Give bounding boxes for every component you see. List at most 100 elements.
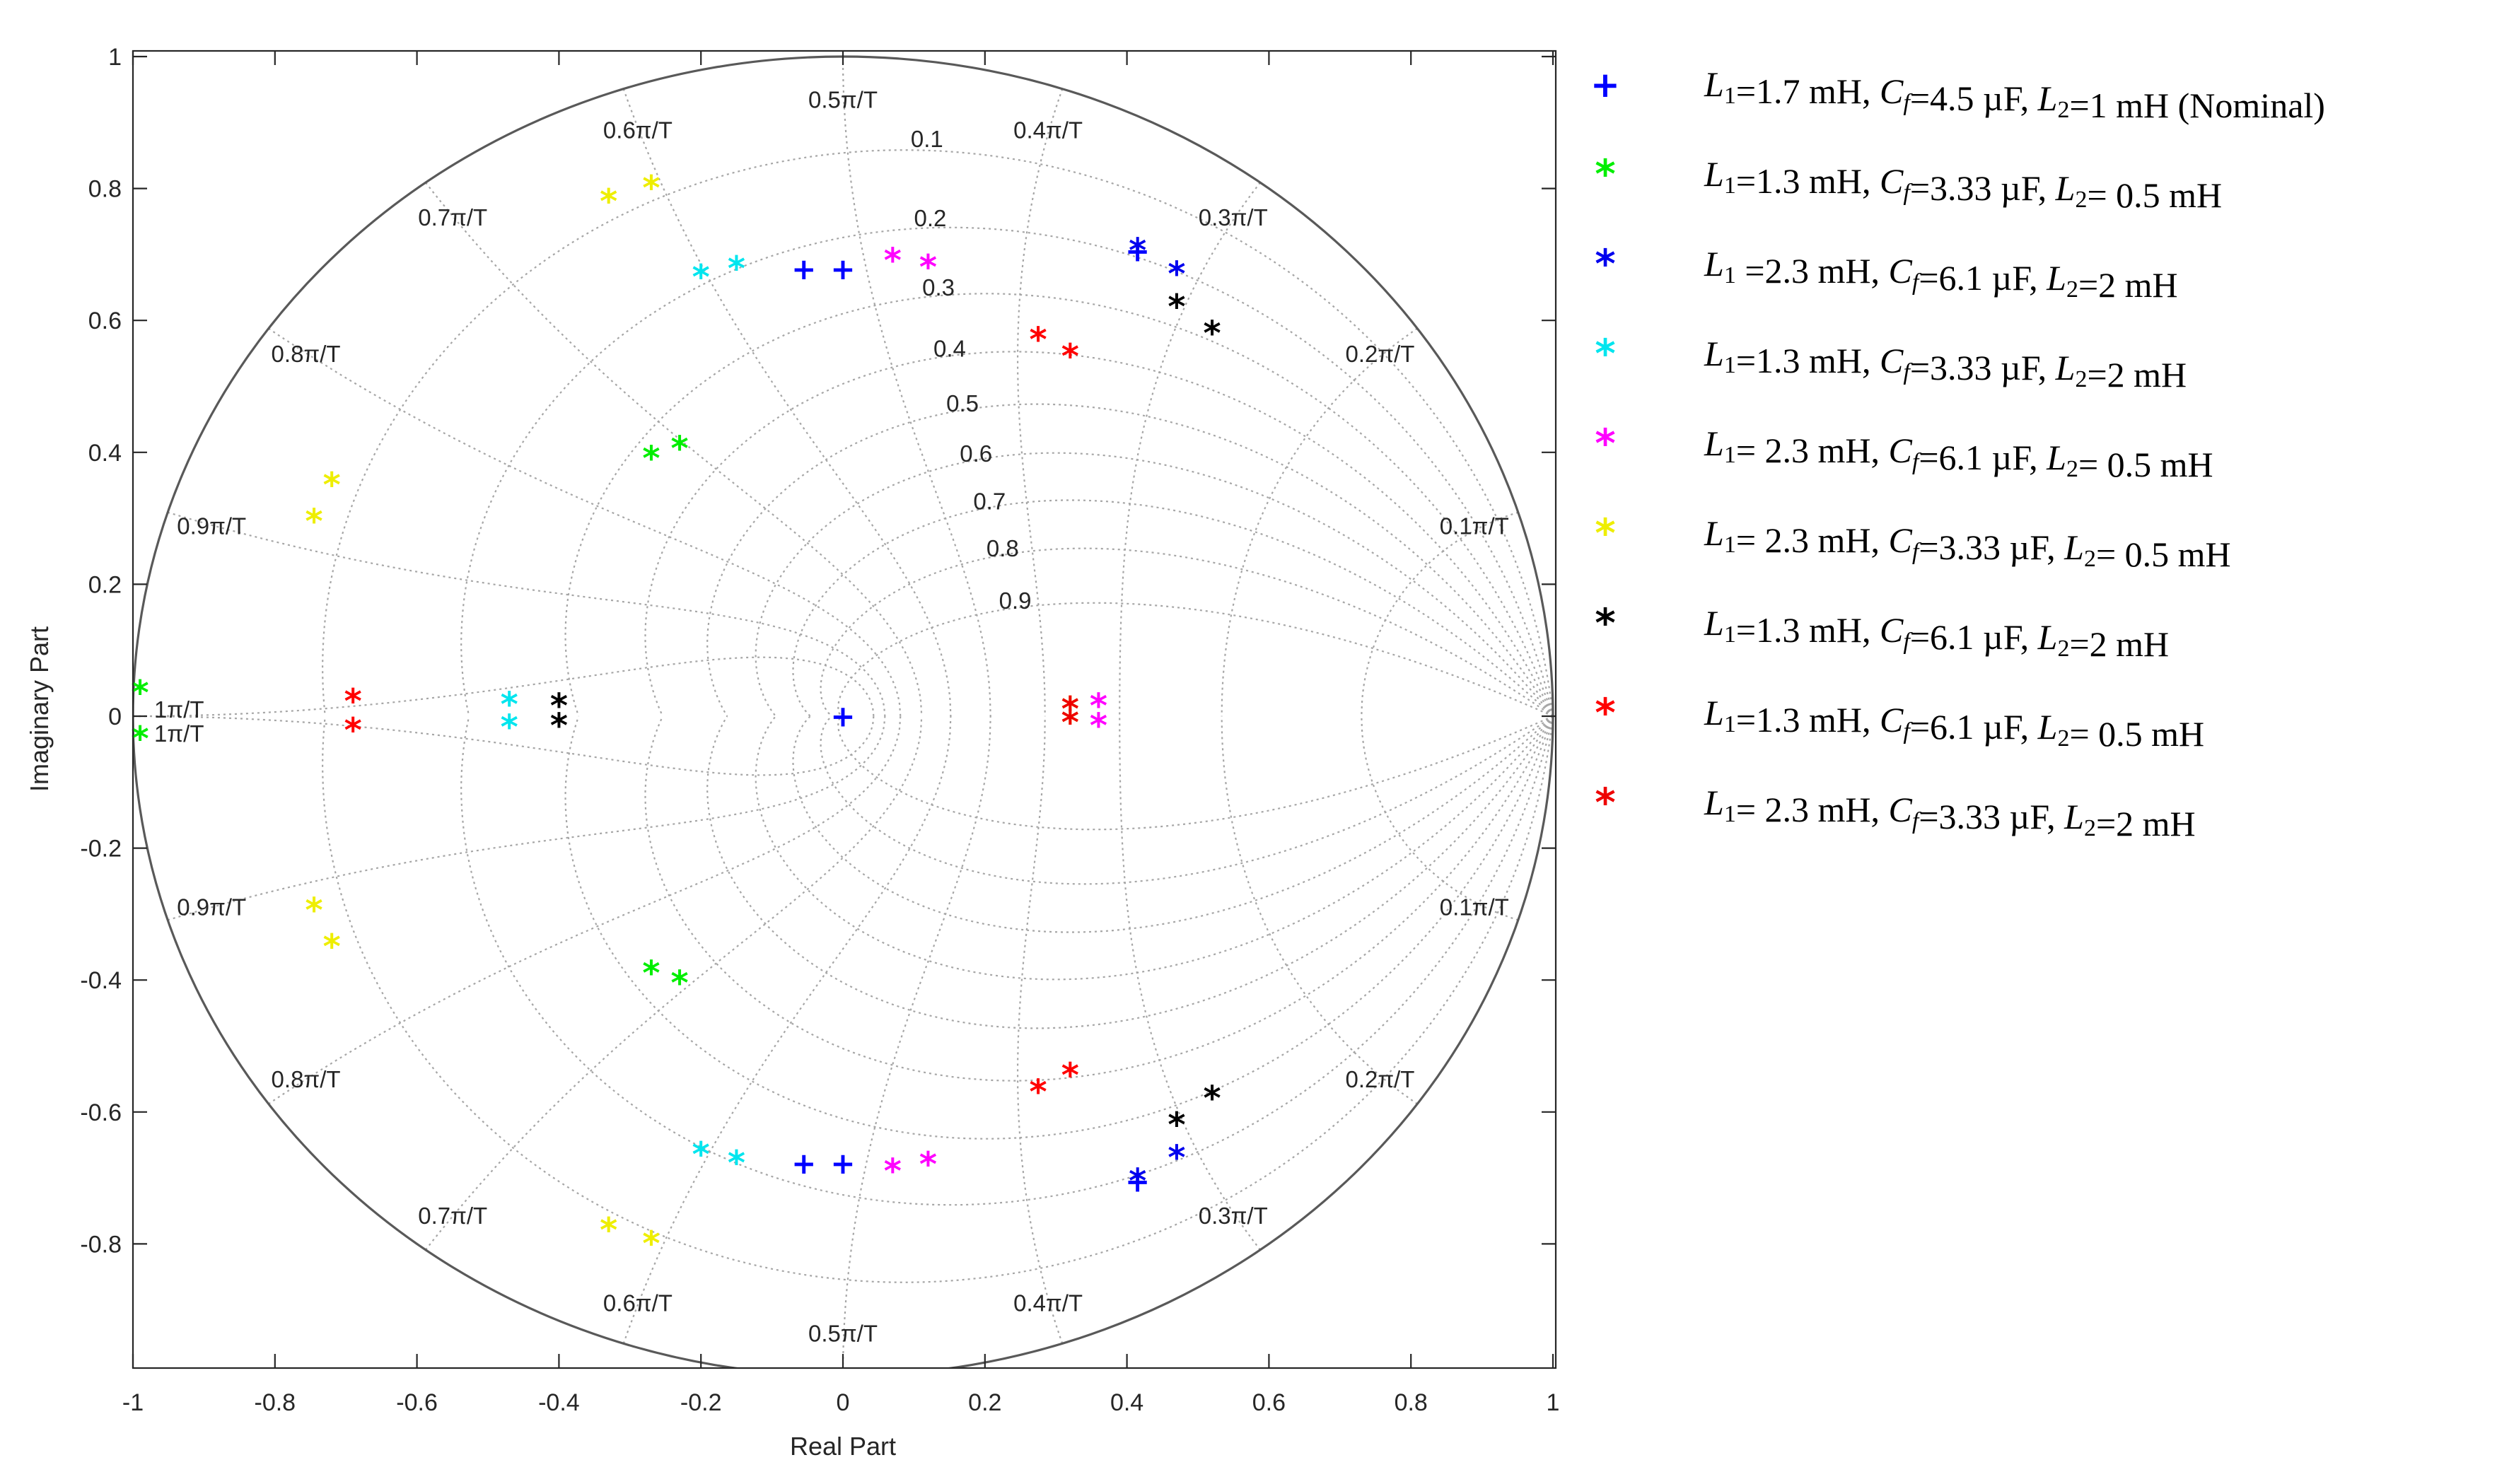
- frequency-curve: [622, 88, 952, 717]
- damping-curve: [644, 715, 1554, 1082]
- pole-marker: *: [344, 711, 362, 751]
- legend-entry: L1= 2.3 mH, Cf=3.33 µF, L2=2 mH: [1704, 783, 2196, 843]
- pole-marker: *: [1061, 1056, 1079, 1095]
- frequency-curve: [1017, 88, 1064, 717]
- grid-labels: 0.1 0.2 0.3 0.4 0.5 0.6 0.7 0.8 0.9 0.1π/T 0.1π/T 0…: [154, 87, 1509, 1347]
- frequency-curve: [1017, 715, 1064, 1344]
- pole-marker: *: [1129, 231, 1146, 271]
- legend-marker: *: [1595, 691, 1615, 737]
- damping-curve: [460, 226, 1554, 717]
- pole-marker: *: [1204, 314, 1221, 354]
- pole-marker: *: [919, 248, 937, 288]
- legend-entry: L1=1.3 mH, Cf=6.1 µF, L2=2 mH: [1704, 603, 2169, 664]
- pole-marker: *: [323, 465, 341, 505]
- y-tick-label: 0.8: [88, 176, 122, 203]
- damping-label: 0.2: [914, 205, 946, 231]
- pole-marker: *: [692, 258, 710, 298]
- damping-curve: [706, 715, 1554, 1029]
- pole-markers: +++++++*********************************…: [131, 169, 1221, 1264]
- x-tick-label: -0.6: [396, 1389, 438, 1416]
- y-tick-label: 0: [108, 703, 122, 730]
- pole-marker: *: [728, 1144, 745, 1184]
- pole-marker: +: [830, 252, 855, 286]
- legend-marker: *: [1595, 332, 1615, 378]
- pole-marker: *: [1061, 337, 1079, 377]
- legend-marker: +: [1590, 64, 1620, 105]
- legend-entry: L1=1.3 mH, Cf=3.33 µF, L2= 0.5 mH: [1704, 154, 2222, 215]
- pole-marker: +: [830, 1146, 855, 1181]
- frequency-label: 0.4π/T: [1013, 1290, 1083, 1316]
- pole-marker: *: [1168, 1138, 1185, 1178]
- frequency-curve: [622, 715, 952, 1344]
- legend-marker: *: [1595, 511, 1615, 557]
- frequency-curve: [133, 656, 875, 718]
- x-tick-label: 0.2: [968, 1389, 1001, 1416]
- frequency-curve: [425, 182, 923, 717]
- pole-marker: *: [1168, 255, 1185, 294]
- pole-marker: *: [1204, 1079, 1221, 1118]
- pole-marker: *: [1090, 687, 1107, 726]
- frequency-label: 0.9π/T: [177, 513, 246, 539]
- damping-curve: [460, 715, 1554, 1206]
- y-tick-label: 1: [108, 44, 122, 71]
- damping-label: 0.1: [911, 126, 943, 152]
- pole-marker: *: [728, 249, 745, 288]
- pole-marker: *: [642, 1224, 660, 1263]
- frequency-curve: [167, 511, 886, 717]
- pole-marker: *: [642, 169, 660, 209]
- pole-marker: *: [1090, 706, 1107, 746]
- pole-marker: *: [131, 673, 149, 713]
- damping-curve: [820, 715, 1554, 885]
- legend-entry: L1= 2.3 mH, Cf=3.33 µF, L2= 0.5 mH: [1704, 513, 2231, 574]
- pole-marker: *: [1168, 288, 1185, 327]
- damping-curve: [644, 351, 1554, 717]
- pole-marker: *: [501, 685, 518, 725]
- damping-curve: [792, 715, 1554, 933]
- pole-marker: *: [600, 182, 617, 221]
- frequency-label: 0.3π/T: [1199, 204, 1268, 230]
- frequency-label: 0.7π/T: [418, 1203, 487, 1229]
- pole-marker: *: [884, 1152, 902, 1191]
- y-tick-label: 0.6: [88, 308, 122, 334]
- frequency-label: 0.6π/T: [603, 1290, 673, 1316]
- frequency-label: 0.8π/T: [272, 1066, 341, 1092]
- pole-marker: *: [131, 720, 149, 759]
- frequency-label: 0.6π/T: [603, 117, 673, 143]
- frequency-label: 0.1π/T: [1440, 513, 1509, 539]
- damping-label: 0.7: [973, 488, 1006, 514]
- pole-marker: *: [642, 439, 660, 479]
- x-tick-label: 0.4: [1110, 1389, 1143, 1416]
- frequency-curve: [842, 57, 991, 717]
- pole-marker: *: [671, 964, 689, 1003]
- pole-marker: *: [323, 928, 341, 967]
- pole-marker: *: [642, 954, 660, 993]
- legend-marker: *: [1595, 242, 1615, 288]
- y-tick-label: 0.4: [88, 440, 122, 467]
- x-tick-label: -0.8: [255, 1389, 296, 1416]
- y-tick-label: 0.2: [88, 571, 122, 598]
- axes-box: [132, 49, 1557, 1369]
- legend: + L1=1.7 mH, Cf=4.5 µF, L2=1 mH (Nominal)…: [1590, 64, 2325, 843]
- y-tick-label: -0.6: [80, 1099, 122, 1126]
- pole-marker: +: [791, 252, 816, 286]
- damping-curve: [837, 602, 1554, 718]
- pole-marker: *: [919, 1145, 937, 1184]
- frequency-curve: [1119, 182, 1261, 717]
- damping-label: 0.8: [986, 535, 1019, 561]
- pole-marker: +: [1125, 1164, 1150, 1198]
- frequency-label: 1π/T: [154, 720, 204, 747]
- y-axis-label: Imaginary Part: [25, 626, 54, 792]
- legend-entry: L1= 2.3 mH, Cf=6.1 µF, L2= 0.5 mH: [1704, 423, 2213, 484]
- y-tick-label: -0.2: [80, 836, 122, 863]
- pole-marker: *: [1061, 703, 1079, 742]
- damping-curve: [837, 715, 1554, 831]
- frequency-label: 1π/T: [154, 696, 204, 723]
- pole-marker: *: [305, 891, 322, 930]
- pole-marker: *: [501, 708, 518, 747]
- frequency-label: 0.4π/T: [1013, 117, 1083, 143]
- damping-label: 0.5: [946, 390, 979, 416]
- legend-entry: L1=1.3 mH, Cf=3.33 µF, L2=2 mH: [1704, 334, 2187, 395]
- y-tick-label: -0.4: [80, 967, 122, 994]
- frequency-label: 0.8π/T: [272, 341, 341, 367]
